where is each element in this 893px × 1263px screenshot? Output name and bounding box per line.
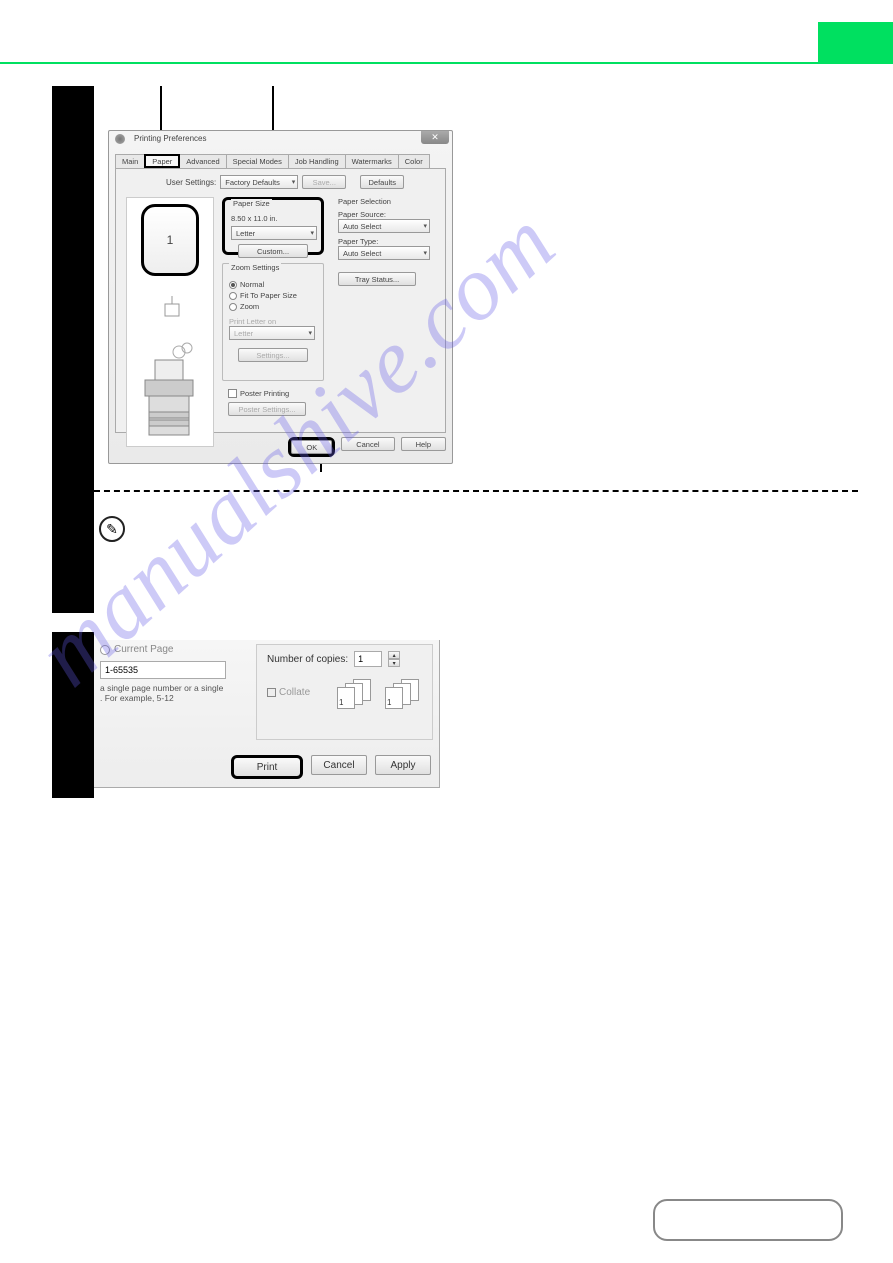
radio-current-page[interactable]: Current Page [100, 644, 250, 655]
tab-special-modes[interactable]: Special Modes [226, 154, 289, 168]
note-icon: ✎ [99, 516, 125, 542]
dialog-icon [115, 134, 125, 144]
radio-normal[interactable]: Normal [229, 280, 317, 289]
contents-button[interactable] [653, 1199, 843, 1241]
paper-type-combo[interactable]: Auto Select [338, 246, 430, 260]
step-column-1 [52, 86, 94, 613]
collate-preview: 3 2 1 3 2 1 [337, 679, 421, 709]
tab-watermarks[interactable]: Watermarks [345, 154, 399, 168]
page-link-icon [163, 296, 181, 318]
copies-panel: Number of copies: ▴▾ Collate 3 2 1 3 2 1 [256, 644, 433, 740]
dialog-buttons: OK Cancel Help [288, 437, 446, 457]
print-button[interactable]: Print [231, 755, 303, 779]
tab-strip: Main Paper Advanced Special Modes Job Ha… [115, 154, 429, 168]
user-settings-row: User Settings: Factory Defaults Save... … [166, 175, 404, 189]
poster-label: Poster Printing [240, 389, 289, 398]
tab-job-handling[interactable]: Job Handling [288, 154, 346, 168]
print-on-label: Print Letter on [229, 317, 317, 326]
preview-area: 1 [126, 197, 214, 447]
save-button[interactable]: Save... [302, 175, 346, 189]
page-range-input[interactable] [100, 661, 226, 679]
ok-highlight: OK [288, 437, 335, 457]
poster-settings-button: Poster Settings... [228, 402, 306, 416]
poster-row: Poster Printing Poster Settings... [228, 389, 306, 416]
range-hint-1: a single page number or a single [100, 683, 250, 693]
radio-zoom[interactable]: Zoom [229, 302, 317, 311]
ok-button[interactable]: OK [291, 440, 332, 454]
tab-color[interactable]: Color [398, 154, 430, 168]
zoom-group: Zoom Settings Normal Fit To Paper Size Z… [222, 263, 324, 381]
callout-line-tab [160, 86, 162, 130]
header-accent [818, 22, 893, 64]
poster-checkbox[interactable] [228, 389, 237, 398]
printer-icon [139, 340, 199, 440]
tray-status-button[interactable]: Tray Status... [338, 272, 416, 286]
section-divider [94, 490, 858, 492]
radio-fit[interactable]: Fit To Paper Size [229, 291, 317, 300]
paper-selection-title: Paper Selection [338, 197, 442, 206]
tab-advanced[interactable]: Advanced [179, 154, 226, 168]
copies-label: Number of copies: [267, 654, 348, 665]
header-rule [0, 62, 893, 64]
paper-size-combo[interactable]: Letter [231, 226, 317, 240]
page-preview: 1 [141, 204, 199, 276]
help-button[interactable]: Help [401, 437, 446, 451]
printing-preferences-dialog: Printing Preferences ✕ Main Paper Advanc… [108, 130, 453, 464]
print-on-combo: Letter [229, 326, 315, 340]
user-settings-combo[interactable]: Factory Defaults [220, 175, 298, 189]
tab-main[interactable]: Main [115, 154, 145, 168]
print-dialog-buttons: Print Cancel Apply [231, 755, 431, 779]
zoom-title: Zoom Settings [229, 263, 281, 272]
defaults-button[interactable]: Defaults [360, 175, 404, 189]
paper-size-group: Paper Size 8.50 x 11.0 in. Letter Custom… [222, 197, 324, 255]
paper-size-title: Paper Size [231, 199, 272, 208]
paper-type-label: Paper Type: [338, 237, 442, 246]
copies-input[interactable] [354, 651, 382, 667]
cancel-button[interactable]: Cancel [341, 437, 394, 451]
range-hint-2: . For example, 5-12 [100, 693, 250, 703]
close-button[interactable]: ✕ [421, 131, 449, 144]
paper-source-combo[interactable]: Auto Select [338, 219, 430, 233]
cancel-button-2[interactable]: Cancel [311, 755, 367, 775]
collate-row: Collate [267, 687, 310, 698]
copies-spinner[interactable]: ▴▾ [388, 651, 400, 667]
zoom-settings-button: Settings... [238, 348, 308, 362]
custom-button[interactable]: Custom... [238, 244, 308, 258]
collate-label: Collate [279, 687, 310, 698]
callout-line-papersize [272, 86, 274, 130]
paper-selection-group: Paper Selection Paper Source: Auto Selec… [338, 197, 442, 286]
tab-panel: User Settings: Factory Defaults Save... … [115, 168, 446, 433]
paper-dims: 8.50 x 11.0 in. [231, 214, 315, 223]
user-settings-label: User Settings: [166, 178, 216, 187]
page-range-area: Current Page a single page number or a s… [100, 644, 250, 703]
tab-paper[interactable]: Paper [144, 154, 180, 168]
print-dialog-fragment: Current Page a single page number or a s… [94, 640, 440, 788]
collate-checkbox [267, 688, 276, 697]
step-column-2 [52, 632, 94, 798]
dialog-title: Printing Preferences [134, 134, 206, 143]
apply-button[interactable]: Apply [375, 755, 431, 775]
paper-source-label: Paper Source: [338, 210, 442, 219]
